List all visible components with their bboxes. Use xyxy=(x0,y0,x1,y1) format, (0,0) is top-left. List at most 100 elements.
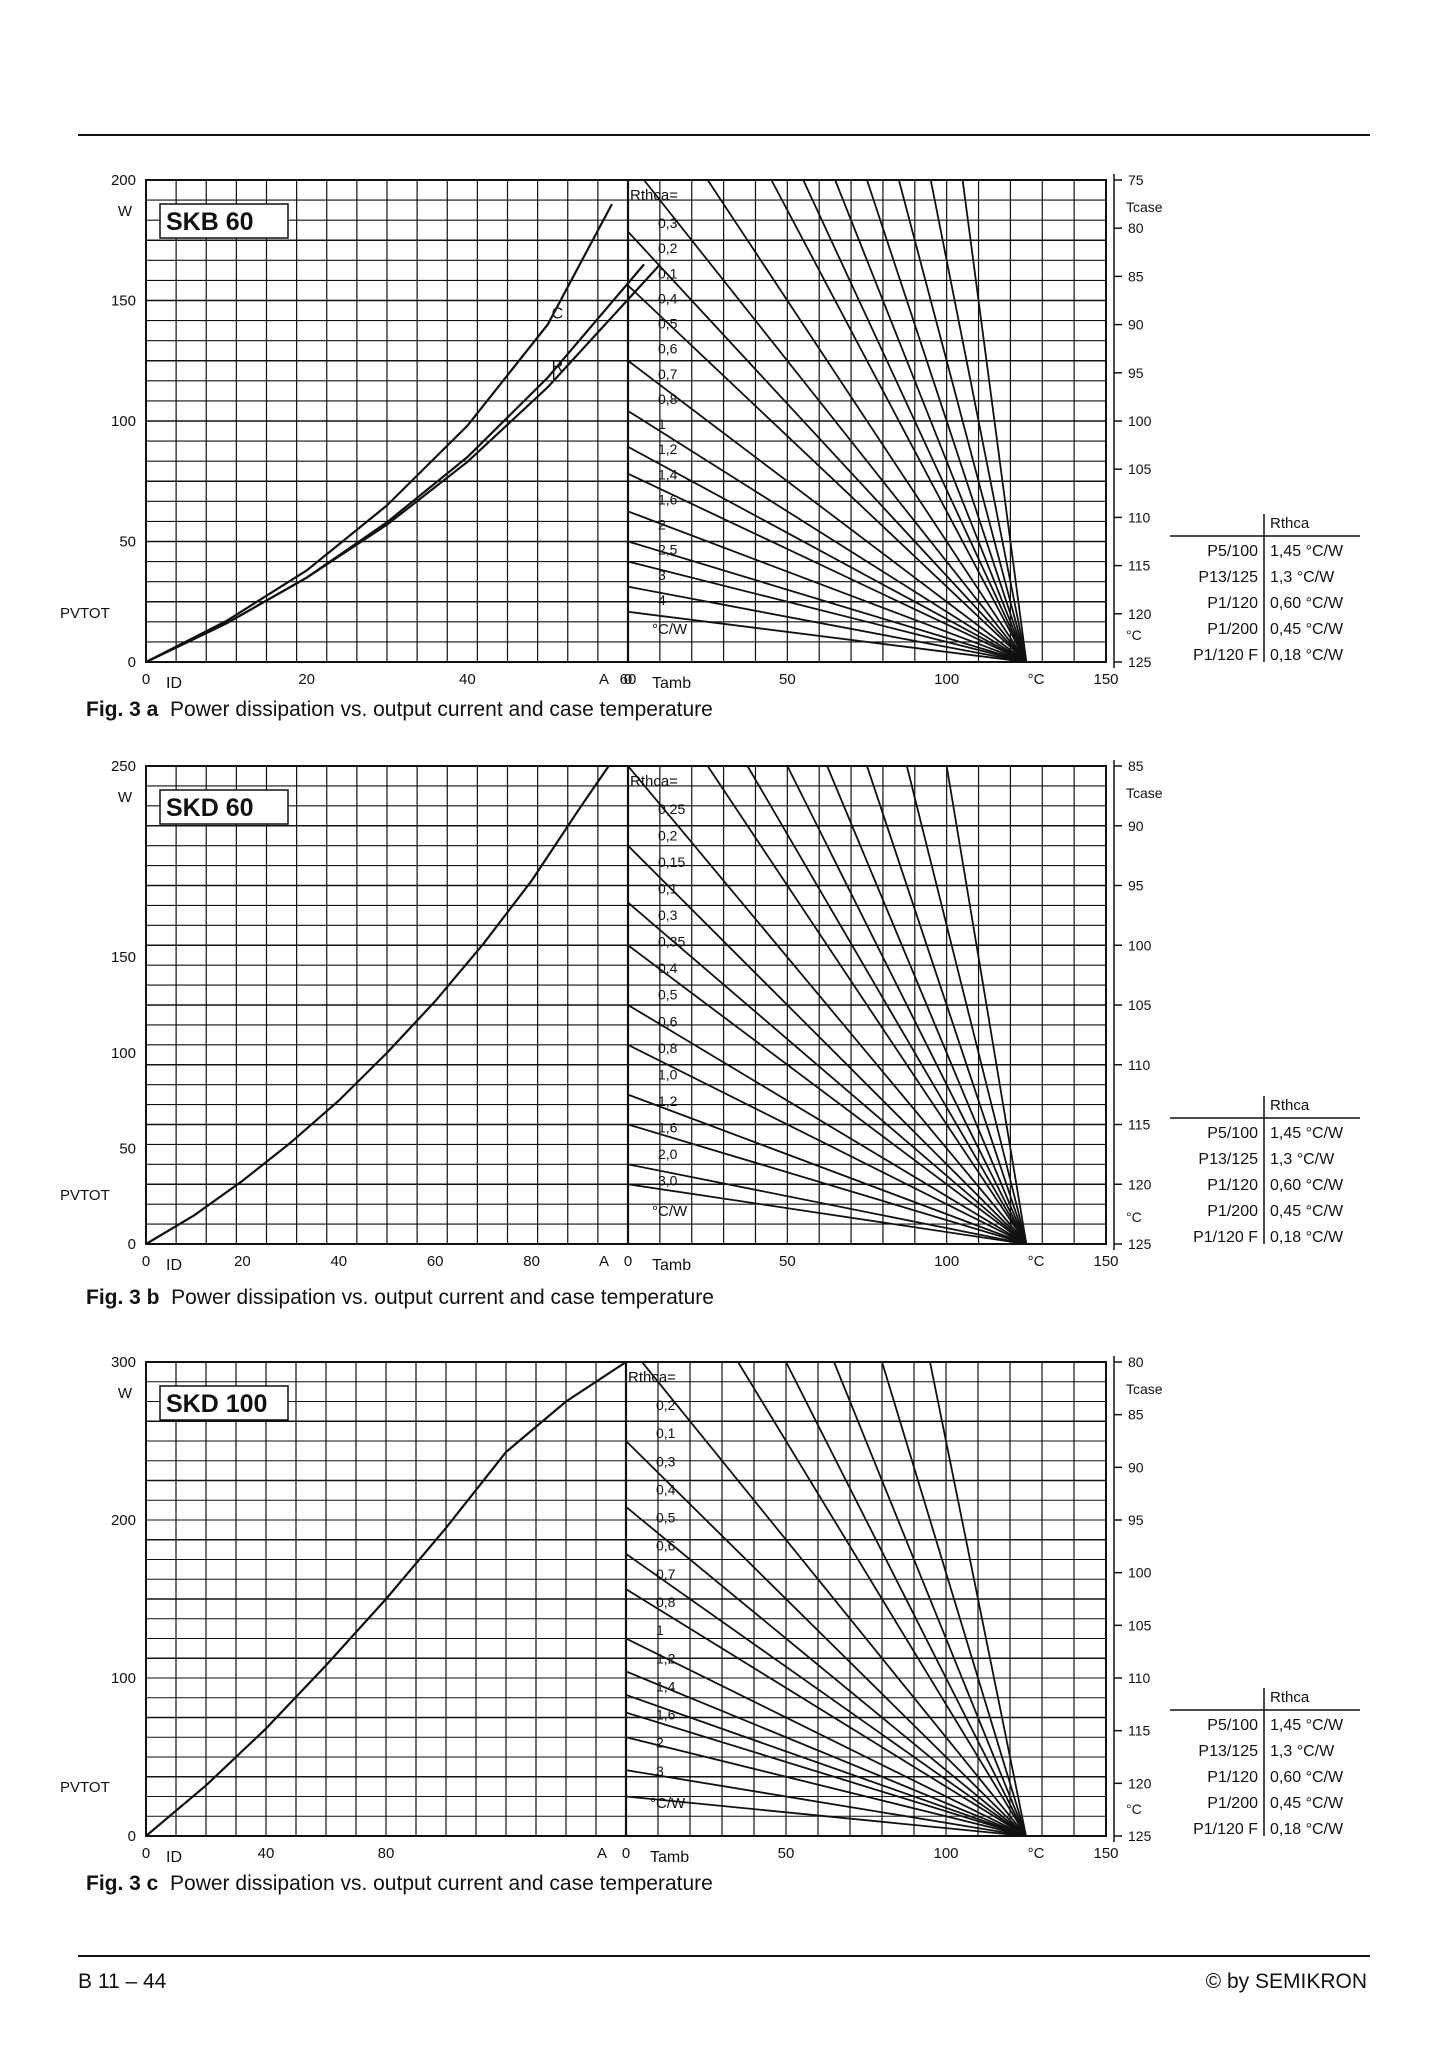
rthca-label: 0,1 xyxy=(658,881,678,897)
rthca-line xyxy=(627,610,1027,663)
x-tick-label-left: 0 xyxy=(142,671,150,688)
table-cell-value: 1,45 °C/W xyxy=(1270,543,1344,560)
x-tick-label-left: 20 xyxy=(234,1253,251,1270)
rthca-line xyxy=(627,845,1027,1245)
rthca-fan xyxy=(627,765,1028,1245)
rthca-label: 3 xyxy=(658,567,666,583)
x-tick-label-right: 50 xyxy=(779,1253,796,1270)
table-cell-value: 0,45 °C/W xyxy=(1270,1203,1344,1220)
case-tick-label: 105 xyxy=(1128,997,1152,1013)
y-axis-label: PVTOT xyxy=(60,1779,110,1796)
table-cell-value: 0,45 °C/W xyxy=(1270,621,1344,638)
rthca-label: 0,35 xyxy=(658,934,685,950)
x-unit-right: °C xyxy=(1028,1845,1045,1862)
rthca-labels: Rthca= 0,3 0,2 0,1 0,4 0,5 0,6 0,7 0,8 1 1,2 1,4 1,6… xyxy=(630,187,688,638)
rthca-line xyxy=(627,360,1027,663)
rthca-line xyxy=(627,765,1028,1245)
rthca-label: 1,2 xyxy=(658,441,678,457)
x-unit-right: °C xyxy=(1028,1253,1045,1270)
x-tick-label-right: 150 xyxy=(1093,671,1118,688)
case-axis-unit: °C xyxy=(1126,1209,1142,1225)
y-tick-label: 100 xyxy=(111,1045,136,1062)
rthca-label: 2 xyxy=(656,1735,664,1751)
table-cell-type: P1/120 xyxy=(1207,1177,1258,1194)
x-axis-label-left: ID xyxy=(166,1849,182,1864)
rthca-unit: °C/W xyxy=(650,1795,686,1812)
rthca-label: 1,6 xyxy=(658,491,678,507)
case-tick-label: 110 xyxy=(1128,1057,1151,1073)
table-cell-value: 0,45 °C/W xyxy=(1270,1795,1344,1812)
y-tick-label: 200 xyxy=(111,172,136,189)
rthca-label: 0,6 xyxy=(656,1538,676,1554)
table-cell-type: P1/120 xyxy=(1207,1769,1258,1786)
case-tick-label: 75 xyxy=(1128,172,1144,188)
figure-skd60: SKD 60 0 50 100 150 250 W PVTOT 0 20 40 60 80 ID A 0 50 1… xyxy=(60,754,1455,1274)
rthca-line xyxy=(627,472,1027,663)
table-cell-type: P5/100 xyxy=(1207,1717,1258,1734)
table-cell-type: P13/125 xyxy=(1198,569,1258,586)
rthca-line xyxy=(625,1736,1027,1837)
rthca-header: Rthca= xyxy=(630,187,678,204)
x-tick-label-left: 40 xyxy=(330,1253,347,1270)
case-tick-label: 90 xyxy=(1128,1459,1144,1475)
page-number: B 11 – 44 xyxy=(78,1970,167,1993)
series-line-L xyxy=(145,263,661,663)
rthca-line xyxy=(627,510,1027,663)
rthca-line xyxy=(627,284,1027,663)
y-tick-label: 100 xyxy=(111,1670,136,1687)
caption-text: Power dissipation vs. output current and… xyxy=(171,1286,714,1309)
case-tick-label: 115 xyxy=(1128,1117,1151,1133)
title-box xyxy=(159,789,289,825)
rthca-line xyxy=(627,1044,1027,1245)
caption-fig3b: Fig. 3 b Power dissipation vs. output cu… xyxy=(86,1286,714,1310)
table-cell-type: P1/200 xyxy=(1207,1795,1258,1812)
rthca-label: 1,2 xyxy=(656,1650,676,1666)
y-tick-label: 150 xyxy=(111,949,136,966)
y-tick-label: 0 xyxy=(128,1236,136,1253)
rthca-table: Rthca P5/100 1,45 °C/W P13/125 1,3 °C/W P1/12… xyxy=(1170,514,1360,664)
table-header: Rthca xyxy=(1270,515,1310,532)
case-tick-label: 100 xyxy=(1128,413,1152,429)
x-axis-label-right: Tamb xyxy=(652,675,691,690)
table-cell-value: 1,45 °C/W xyxy=(1270,1717,1344,1734)
rthca-unit: °C/W xyxy=(652,621,688,638)
table-cell-type: P1/120 F xyxy=(1193,1229,1258,1246)
table-cell-type: P1/200 xyxy=(1207,621,1258,638)
rthca-label: 1,6 xyxy=(658,1119,678,1135)
rthca-label: 0,7 xyxy=(658,366,678,382)
y-axis-label: PVTOT xyxy=(60,1187,110,1204)
x-axis-label-left: ID xyxy=(166,1257,182,1274)
case-axis-label: Tcase xyxy=(1126,785,1163,801)
plot-frame xyxy=(145,179,1107,663)
x-tick-label-right: 0 xyxy=(624,1253,632,1270)
x-tick-label-right: 150 xyxy=(1093,1253,1118,1270)
rthca-line xyxy=(627,1123,1027,1245)
rthca-line xyxy=(643,179,1028,663)
case-tick-label: 120 xyxy=(1128,606,1152,622)
rthca-label: 2,0 xyxy=(658,1146,678,1162)
case-tick-label: 120 xyxy=(1128,1176,1152,1192)
y-unit: W xyxy=(118,203,133,220)
case-tick-label: 85 xyxy=(1128,758,1144,774)
rthca-labels: Rthca= 0,25 0,2 0,15 0,1 0,3 0,35 0,4 0,5 0,6 0,8 1… xyxy=(630,773,688,1220)
rthca-label: 0,6 xyxy=(658,341,678,357)
rthca-label: 0,4 xyxy=(658,290,678,306)
rthca-line xyxy=(833,1361,1027,1837)
rthca-line xyxy=(625,1553,1027,1837)
rthca-line xyxy=(706,765,1028,1245)
table-cell-type: P1/120 xyxy=(1207,595,1258,612)
series-line-curve xyxy=(145,1361,627,1837)
rthca-label: 1 xyxy=(656,1622,664,1638)
x-tick-label-right: 0 xyxy=(622,1845,630,1862)
chart-title: SKD 60 xyxy=(166,794,254,822)
rthca-label: 3,0 xyxy=(658,1172,678,1188)
rthca-label: 0,25 xyxy=(658,801,685,817)
x-axis-label-left: ID xyxy=(166,675,182,690)
rthca-line xyxy=(945,765,1028,1245)
rthca-label: 0,8 xyxy=(658,391,678,407)
figure-skb60: SKB 60 0 50 100 150 200 W PVTOT 0 20 40 60 ID A 0 50 100… xyxy=(60,170,1455,690)
case-tick-label: 85 xyxy=(1128,1407,1144,1423)
rthca-line xyxy=(627,410,1027,663)
rthca-line xyxy=(770,179,1028,663)
rthca-table: Rthca P5/100 1,45 °C/W P13/125 1,3 °C/W P1/12… xyxy=(1170,1096,1360,1246)
